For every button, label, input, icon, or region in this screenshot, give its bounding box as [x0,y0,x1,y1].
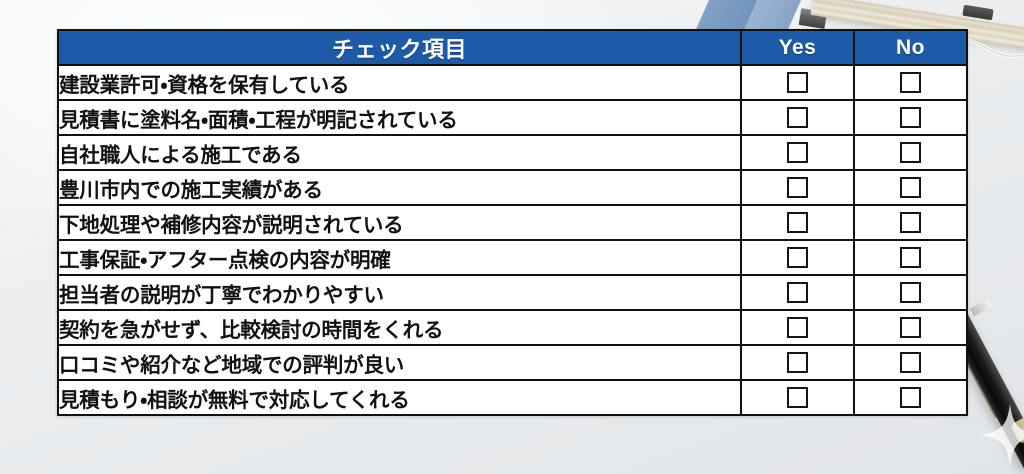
table-header-row: チェック項目 Yes No [57,29,968,66]
checkbox-no-icon[interactable] [900,387,921,408]
checkbox-cell-yes[interactable] [740,204,855,241]
checkbox-cell-yes[interactable] [740,64,855,101]
checkbox-no-icon[interactable] [900,177,921,198]
table-row: 契約を急がせず、比較検討の時間をくれる [57,309,968,346]
ruler-metal-tip-icon [798,8,828,29]
checkbox-cell-yes[interactable] [740,309,855,346]
checklist-item-label: 見積もり・相談が無料で対応してくれる [57,379,742,416]
checklist-item-label: 契約を急がせず、比較検討の時間をくれる [57,309,742,346]
checkbox-yes-icon[interactable] [787,317,808,338]
checkbox-no-icon[interactable] [900,142,921,163]
checklist-item-label: 豊川市内での施工実績がある [57,169,742,206]
checkbox-cell-yes[interactable] [740,169,855,206]
table-row: 工事保証・アフター点検の内容が明確 [57,239,968,276]
column-header-item: チェック項目 [57,29,742,66]
column-header-yes: Yes [740,29,855,66]
checkbox-cell-yes[interactable] [740,134,855,171]
pen-ring-icon [969,298,993,317]
checklist-item-label: 下地処理や補修内容が説明されている [57,204,742,241]
column-header-no: No [853,29,968,66]
checkbox-yes-icon[interactable] [787,107,808,128]
sparkle-glint-icon [979,404,1024,466]
checkbox-cell-no[interactable] [853,309,968,346]
checkbox-yes-icon[interactable] [787,142,808,163]
checklist-table: チェック項目 Yes No 建設業許可・資格を保有している 見積書に塗料名・面積・… [57,29,968,416]
checkbox-cell-yes[interactable] [740,274,855,311]
checkbox-no-icon[interactable] [900,72,921,93]
checkbox-no-icon[interactable] [900,317,921,338]
checkbox-cell-no[interactable] [853,274,968,311]
checkbox-cell-yes[interactable] [740,99,855,136]
checkbox-cell-no[interactable] [853,134,968,171]
table-body: 建設業許可・資格を保有している 見積書に塗料名・面積・工程が明記されている 自社職人… [57,64,968,416]
pen-cap-icon [1010,415,1024,445]
table-row: 口コミや紹介など地域での評判が良い [57,344,968,381]
checkbox-cell-no[interactable] [853,379,968,416]
checkbox-cell-no[interactable] [853,204,968,241]
checkbox-no-icon[interactable] [900,352,921,373]
table-row: 見積書に塗料名・面積・工程が明記されている [57,99,968,136]
checkbox-yes-icon[interactable] [787,72,808,93]
checkbox-cell-yes[interactable] [740,239,855,276]
checkbox-yes-icon[interactable] [787,177,808,198]
table-row: 担当者の説明が丁寧でわかりやすい [57,274,968,311]
checkbox-cell-no[interactable] [853,239,968,276]
checkbox-yes-icon[interactable] [787,247,808,268]
checkbox-yes-icon[interactable] [787,282,808,303]
checkbox-no-icon[interactable] [900,212,921,233]
checkbox-no-icon[interactable] [900,282,921,303]
checklist-item-label: 建設業許可・資格を保有している [57,64,742,101]
table-row: 豊川市内での施工実績がある [57,169,968,206]
clipboard-clip-icon [962,4,994,21]
checklist-item-label: 見積書に塗料名・面積・工程が明記されている [57,99,742,136]
checkbox-no-icon[interactable] [900,247,921,268]
checkbox-cell-no[interactable] [853,64,968,101]
checkbox-cell-yes[interactable] [740,344,855,381]
checklist-item-label: 工事保証・アフター点検の内容が明確 [57,239,742,276]
checkbox-cell-no[interactable] [853,344,968,381]
checkbox-no-icon[interactable] [900,107,921,128]
checkbox-cell-yes[interactable] [740,379,855,416]
checkbox-yes-icon[interactable] [787,212,808,233]
checkbox-cell-no[interactable] [853,99,968,136]
checklist-item-label: 自社職人による施工である [57,134,742,171]
table-row: 自社職人による施工である [57,134,968,171]
table-header: チェック項目 Yes No [57,29,968,66]
table-row: 建設業許可・資格を保有している [57,64,968,101]
checklist-item-label: 担当者の説明が丁寧でわかりやすい [57,274,742,311]
checklist-item-label: 口コミや紹介など地域での評判が良い [57,344,742,381]
checkbox-yes-icon[interactable] [787,387,808,408]
checkbox-yes-icon[interactable] [787,352,808,373]
table-row: 見積もり・相談が無料で対応してくれる [57,379,968,416]
checkbox-cell-no[interactable] [853,169,968,206]
table-row: 下地処理や補修内容が説明されている [57,204,968,241]
